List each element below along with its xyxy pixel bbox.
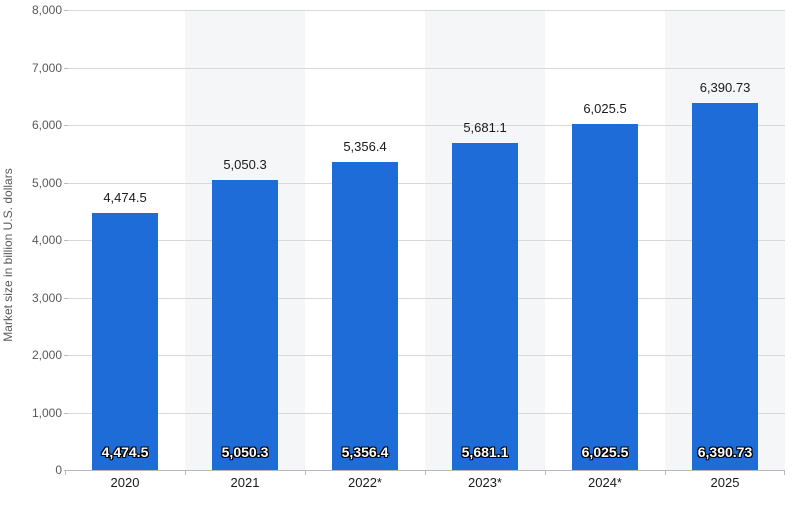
chart-container: Market size in billion U.S. dollars 4,47… [0, 0, 800, 510]
gridline [65, 68, 785, 69]
plot-area: 4,474.54,474.55,050.35,050.35,356.45,356… [65, 10, 785, 471]
gridline [65, 125, 785, 126]
bar-top-label: 5,356.4 [343, 139, 386, 154]
bar: 4,474.54,474.5 [92, 213, 158, 470]
bar: 6,025.56,025.5 [572, 124, 638, 470]
bar-top-label: 6,025.5 [583, 101, 626, 116]
bar-top-label: 4,474.5 [103, 190, 146, 205]
y-tick-label: 3,000 [14, 291, 62, 305]
gridline [65, 10, 785, 11]
x-axis-label: 2024* [545, 475, 665, 490]
bar: 5,050.35,050.3 [212, 180, 278, 470]
bar: 6,390.736,390.73 [692, 103, 758, 470]
x-axis-label: 2021 [185, 475, 305, 490]
bar-in-label: 5,356.4 [342, 444, 389, 460]
bar-in-label: 4,474.5 [102, 444, 149, 460]
bar: 5,681.15,681.1 [452, 143, 518, 470]
y-tick-label: 8,000 [14, 3, 62, 17]
bar-in-label: 5,050.3 [222, 444, 269, 460]
bar-in-label: 6,390.73 [698, 444, 753, 460]
gridline [65, 355, 785, 356]
y-axis-label: Market size in billion U.S. dollars [1, 168, 15, 341]
bar-in-label: 6,025.5 [582, 444, 629, 460]
y-tick-label: 4,000 [14, 233, 62, 247]
y-tick-label: 5,000 [14, 176, 62, 190]
x-axis-label: 2020 [65, 475, 185, 490]
gridline [65, 240, 785, 241]
y-tick-label: 1,000 [14, 406, 62, 420]
gridline [65, 298, 785, 299]
gridline [65, 413, 785, 414]
x-axis-label: 2022* [305, 475, 425, 490]
bar-top-label: 5,050.3 [223, 157, 266, 172]
x-axis-label: 2025 [665, 475, 785, 490]
y-tick-label: 0 [14, 463, 62, 477]
gridline [65, 183, 785, 184]
x-axis-label: 2023* [425, 475, 545, 490]
bar: 5,356.45,356.4 [332, 162, 398, 470]
y-tick-label: 6,000 [14, 118, 62, 132]
bar-top-label: 6,390.73 [700, 80, 751, 95]
y-tick-label: 7,000 [14, 61, 62, 75]
y-tick-label: 2,000 [14, 348, 62, 362]
bar-in-label: 5,681.1 [462, 444, 509, 460]
x-axis-labels: 202020212022*2023*2024*2025 [65, 475, 785, 490]
bar-top-label: 5,681.1 [463, 120, 506, 135]
